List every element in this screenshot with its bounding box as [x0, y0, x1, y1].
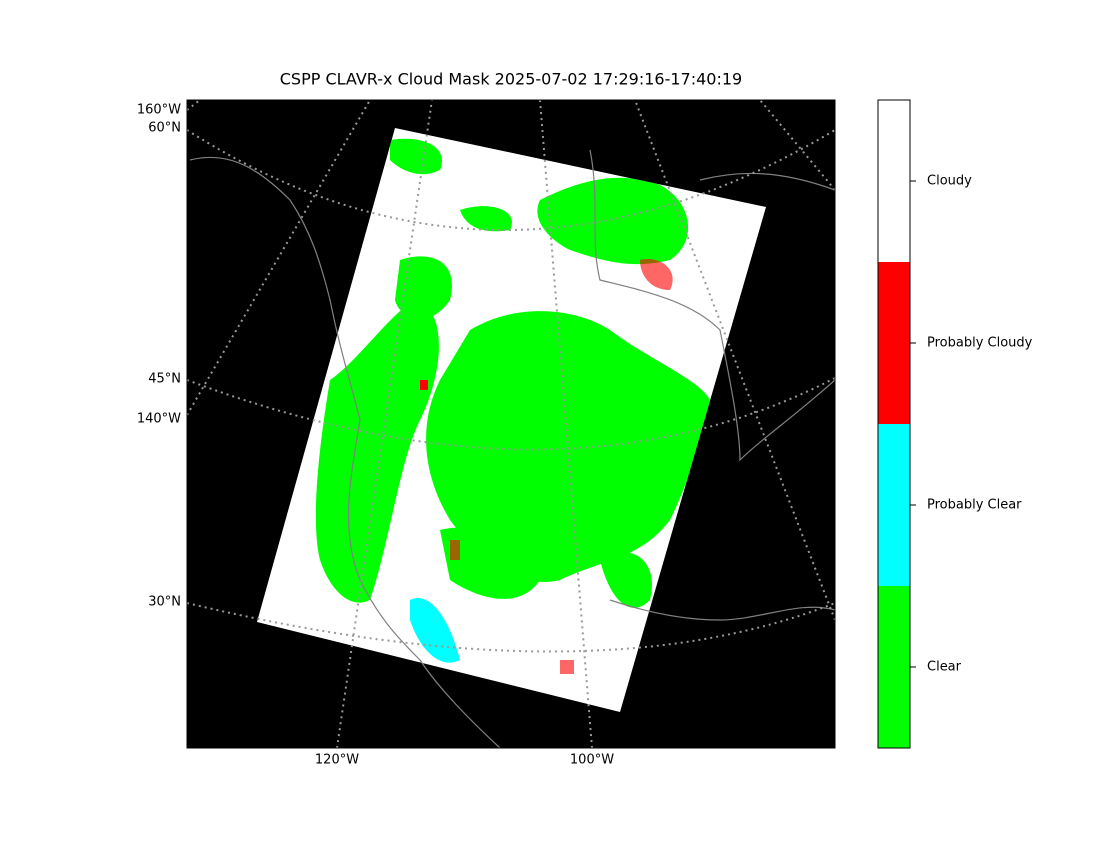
colorbar-segment — [878, 262, 910, 424]
map-edge-label: 45°N — [148, 372, 181, 387]
colorbar-label: Clear — [927, 660, 962, 675]
colorbar-segment — [878, 100, 910, 262]
map-edge-label: 140°W — [137, 412, 181, 427]
map-edge-label: 100°W — [570, 753, 614, 768]
map-edge-label: 60°N — [148, 121, 181, 136]
colorbar-label: Cloudy — [927, 174, 972, 189]
graticule — [187, 100, 835, 748]
map-title: CSPP CLAVR-x Cloud Mask 2025-07-02 17:29… — [280, 70, 742, 89]
map-frame — [186, 99, 836, 749]
coastlines — [189, 149, 835, 748]
map-edge-label: 120°W — [315, 753, 359, 768]
map-content — [187, 100, 835, 748]
clear-regions — [315, 138, 710, 608]
map-edge-label: 160°W — [137, 103, 181, 118]
colorbar-segment — [878, 586, 910, 748]
colorbar-label: Probably Clear — [927, 498, 1022, 513]
colorbar-segment — [878, 424, 910, 586]
colorbar-label: Probably Cloudy — [927, 336, 1033, 351]
map-edge-label: 30°N — [148, 595, 181, 610]
colorbar-frame — [877, 99, 911, 749]
